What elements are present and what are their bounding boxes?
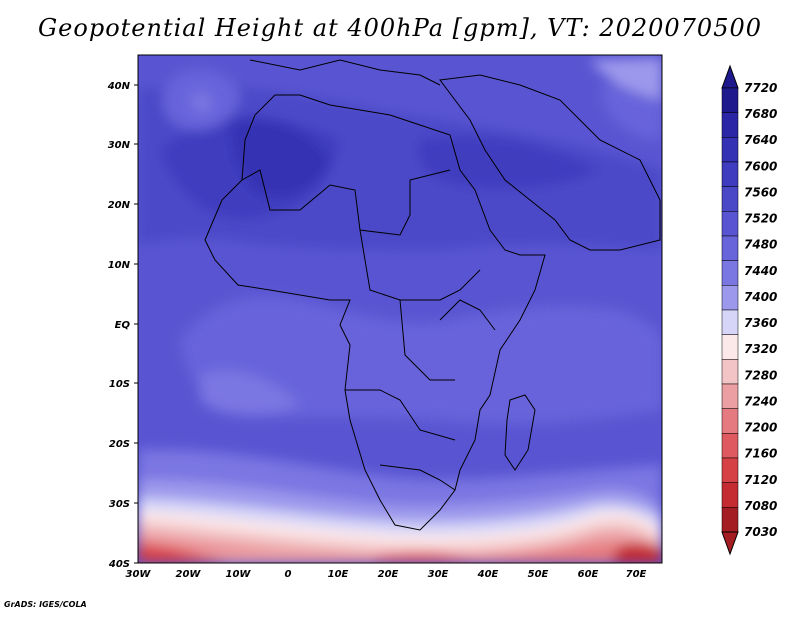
lat-label: 10S xyxy=(109,379,130,390)
coastlines xyxy=(204,59,661,531)
lat-label: 30N xyxy=(108,140,131,151)
colorbar-swatch xyxy=(721,161,739,187)
geopotential-field xyxy=(138,55,662,563)
lon-label: 40E xyxy=(477,569,499,580)
colorbar-label: 7160 xyxy=(744,447,777,461)
lat-label: EQ xyxy=(115,320,131,331)
colorbar-swatch xyxy=(721,482,739,508)
colorbar-swatch xyxy=(721,112,739,138)
lat-label: 20N xyxy=(108,200,131,211)
lat-label: 40N xyxy=(107,81,131,92)
colorbar-swatch xyxy=(721,457,739,483)
colorbar-label: 7200 xyxy=(744,421,777,435)
lon-label: 30E xyxy=(428,569,449,580)
colorbar-swatch xyxy=(721,137,739,163)
colorbar-swatch xyxy=(721,359,739,385)
colorbar-label: 7030 xyxy=(744,525,777,539)
credit-text: GrADS: IGES/COLA xyxy=(4,600,87,609)
colorbar-swatch xyxy=(721,408,739,434)
colorbar: 7720 7680 7640 7600 7560 7520 7480 7440 7400 7360… xyxy=(721,64,777,556)
lon-label: 0 xyxy=(285,569,292,580)
colorbar-label: 7720 xyxy=(744,81,777,95)
colorbar-swatch xyxy=(721,433,739,459)
colorbar-label: 7480 xyxy=(744,238,777,252)
lat-label: 20S xyxy=(109,439,130,450)
colorbar-swatch xyxy=(721,87,739,113)
longitude-axis: 30W 20W 10W 0 10E 20E 30E 40E 50E 60E 70… xyxy=(126,569,647,580)
colorbar-label: 7680 xyxy=(744,107,777,121)
colorbar-swatch xyxy=(721,309,739,335)
lon-label: 30W xyxy=(126,569,152,580)
colorbar-label: 7440 xyxy=(744,264,777,278)
colorbar-label: 7120 xyxy=(744,473,777,487)
lon-label: 50E xyxy=(528,569,549,580)
colorbar-label: 7360 xyxy=(744,316,777,330)
lon-label: 10W xyxy=(226,569,252,580)
lon-label: 70E xyxy=(626,569,647,580)
colorbar-label: 7080 xyxy=(744,499,777,513)
colorbar-label: 7400 xyxy=(744,290,777,304)
colorbar-swatch xyxy=(721,507,739,533)
latitude-axis: 40N 30N 20N 10N EQ 10S 20S 30S 40S xyxy=(107,81,138,570)
lat-label: 40S xyxy=(108,559,130,570)
colorbar-label: 7240 xyxy=(744,394,777,408)
lat-label: 10N xyxy=(108,260,131,271)
colorbar-swatch xyxy=(721,383,739,409)
colorbar-label: 7320 xyxy=(744,342,777,356)
colorbar-max-arrow xyxy=(721,64,739,89)
lat-label: 30S xyxy=(109,499,130,510)
colorbar-label: 7280 xyxy=(744,368,777,382)
colorbar-label: 7640 xyxy=(744,133,777,147)
colorbar-swatch xyxy=(721,235,739,261)
colorbar-swatch xyxy=(721,334,739,360)
colorbar-swatch xyxy=(721,285,739,311)
colorbar-swatch xyxy=(721,260,739,286)
map-frame xyxy=(137,54,663,564)
map-title: Geopotential Height at 400hPa [gpm], VT:… xyxy=(38,14,762,42)
lon-label: 60E xyxy=(578,569,599,580)
colorbar-label: 7600 xyxy=(744,159,777,173)
lon-label: 20E xyxy=(378,569,399,580)
colorbar-label: 7560 xyxy=(744,185,777,199)
colorbar-min-arrow xyxy=(721,531,739,556)
lon-label: 10E xyxy=(328,569,349,580)
colorbar-swatch xyxy=(721,186,739,212)
colorbar-label: 7520 xyxy=(744,212,777,226)
lon-label: 20W xyxy=(176,569,202,580)
colorbar-swatch xyxy=(721,211,739,237)
